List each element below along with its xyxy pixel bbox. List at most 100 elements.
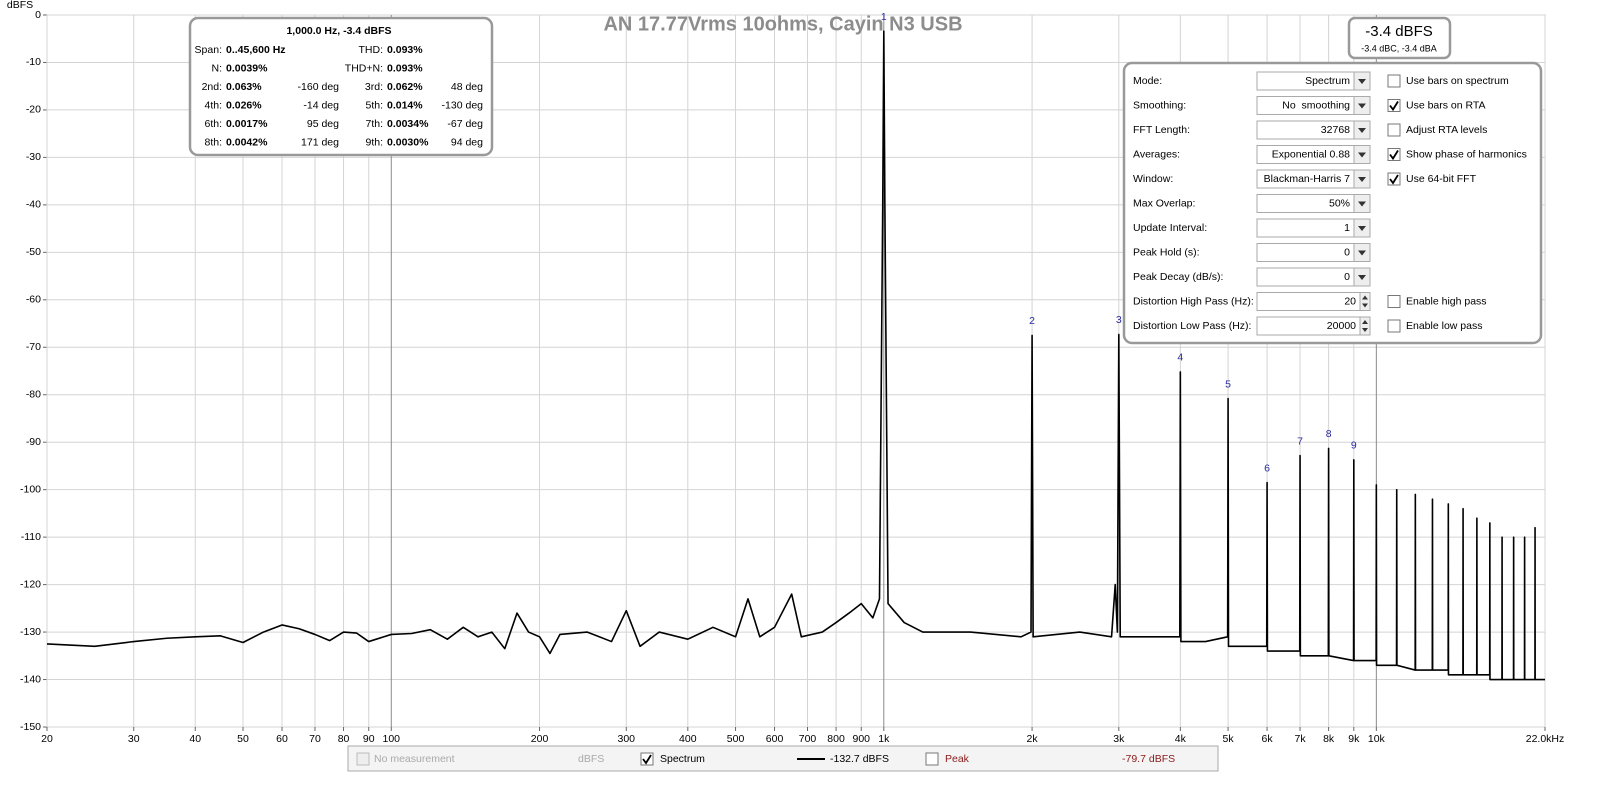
x-tick-label: 3k	[1113, 733, 1125, 745]
x-tick-label: 8k	[1323, 733, 1335, 745]
harmonic-marker: 5	[1225, 378, 1231, 390]
info-header: 1,000.0 Hz, -3.4 dBFS	[286, 25, 391, 37]
y-tick-label: -120	[20, 578, 41, 590]
harmonic-value: 0.0034%	[387, 118, 429, 130]
harmonic-label: 2nd:	[202, 81, 222, 93]
y-tick-label: -30	[26, 151, 41, 163]
dropdown-arrow	[1358, 79, 1366, 84]
setting-checkbox[interactable]	[1387, 123, 1401, 137]
spin-arrows	[1362, 320, 1368, 332]
setting-checkbox[interactable]	[1387, 319, 1401, 333]
harmonic-value: 0.063%	[226, 81, 262, 93]
dropdown-arrow	[1358, 250, 1366, 256]
y-tick-label: -140	[20, 673, 41, 685]
y-tick-label: -130	[20, 626, 41, 638]
setting-value: No smoothing	[1282, 99, 1350, 111]
setting-value: 20	[1344, 295, 1356, 307]
x-tick-label: 10k	[1368, 733, 1386, 745]
harmonic-label: 7th:	[365, 118, 383, 130]
harmonic-value: 0.0017%	[226, 118, 268, 130]
option-label: Use bars on spectrum	[1406, 75, 1509, 87]
option-label: Use 64-bit FFT	[1406, 173, 1477, 185]
dropdown-arrow	[1358, 128, 1366, 133]
y-tick-label: -60	[26, 294, 41, 306]
setting-control[interactable]	[1256, 267, 1371, 287]
setting-control[interactable]	[1256, 218, 1371, 238]
spectrum-reading: -132.7 dBFS	[830, 753, 889, 765]
spin-button[interactable]	[1359, 316, 1371, 336]
setting-value: 0	[1344, 246, 1350, 258]
setting-label: FFT Length:	[1133, 124, 1190, 136]
level-box	[1347, 16, 1452, 60]
info-value: 0..45,600 Hz	[226, 44, 286, 56]
harmonic-label: 8th:	[204, 137, 222, 149]
option-label: Enable low pass	[1406, 320, 1482, 332]
y-tick-label: -10	[26, 56, 41, 68]
harmonic-label: 5th:	[365, 99, 383, 111]
placeholder-checkbox	[356, 752, 370, 766]
harmonic-phase: 171 deg	[301, 137, 339, 149]
harmonic-phase: -67 deg	[447, 118, 483, 130]
peak-label: Peak	[945, 753, 970, 765]
setting-value: 32768	[1321, 124, 1350, 136]
harmonic-marker: 6	[1264, 462, 1270, 474]
setting-value: Spectrum	[1305, 75, 1350, 87]
x-tick-label: 2k	[1027, 733, 1039, 745]
setting-checkbox[interactable]	[1387, 99, 1401, 112]
legend-entry: Spectrum	[660, 753, 705, 765]
setting-label: Peak Decay (dB/s):	[1133, 271, 1223, 283]
y-tick-label: 0	[35, 9, 41, 21]
spectrum-line	[46, 30, 1545, 681]
spectrum-checkbox[interactable]	[640, 752, 654, 766]
level-weighted: -3.4 dBC, -3.4 dBA	[1361, 43, 1437, 53]
harmonic-phase: -130 deg	[442, 99, 484, 111]
x-tick-label: 5k	[1223, 733, 1235, 745]
harmonic-phase: 94 deg	[451, 137, 483, 149]
x-tick-label: 30	[128, 733, 140, 745]
setting-control[interactable]	[1256, 243, 1371, 262]
x-tick-label: 400	[679, 733, 697, 745]
x-tick-label: 1k	[878, 733, 890, 745]
peak-checkbox[interactable]	[925, 752, 939, 766]
spin-button[interactable]	[1359, 292, 1371, 311]
x-tick-label: 90	[363, 733, 375, 745]
setting-value: 1	[1344, 222, 1350, 234]
info-value: 0.093%	[387, 62, 423, 74]
x-tick-label: 100	[383, 733, 401, 745]
x-tick-label: 900	[853, 733, 871, 745]
setting-checkbox[interactable]	[1387, 74, 1401, 88]
info-box	[188, 16, 494, 157]
y-tick-label: -90	[26, 436, 41, 448]
setting-checkbox[interactable]	[1387, 295, 1401, 308]
setting-checkbox[interactable]	[1387, 172, 1401, 186]
x-tick-label: 800	[827, 733, 845, 745]
info-value: 0.093%	[387, 44, 423, 56]
setting-label: Smoothing:	[1133, 99, 1186, 111]
harmonic-value: 0.0030%	[387, 137, 429, 149]
y-tick-label: -40	[26, 199, 41, 211]
chart-title: AN 17.77Vrms 10ohms, Cayin N3 USB	[603, 13, 962, 35]
setting-control[interactable]	[1256, 120, 1371, 140]
setting-value: 20000	[1327, 320, 1356, 332]
info-label: THD+N:	[345, 62, 383, 74]
x-tick-label: 200	[531, 733, 549, 745]
setting-label: Update Interval:	[1133, 222, 1207, 234]
x-tick-label: 7k	[1295, 733, 1307, 745]
setting-checkbox[interactable]	[1387, 148, 1401, 161]
dropdown-arrow	[1358, 226, 1366, 231]
info-label: THD:	[359, 44, 384, 56]
dropdown-arrow	[1358, 201, 1366, 207]
setting-label: Distortion High Pass (Hz):	[1133, 295, 1254, 307]
x-tick-label: 60	[276, 733, 288, 745]
x-tick-label: 700	[799, 733, 817, 745]
x-tick-label: 600	[766, 733, 784, 745]
option-label: Use bars on RTA	[1406, 99, 1486, 111]
x-tick-label: 6k	[1262, 733, 1274, 745]
setting-label: Max Overlap:	[1133, 197, 1195, 209]
x-tick-label: 500	[727, 733, 745, 745]
setting-value: 50%	[1329, 197, 1350, 209]
harmonic-marker: 7	[1297, 435, 1303, 447]
x-tick-label: 9k	[1348, 733, 1360, 745]
check-mark	[1389, 101, 1399, 112]
setting-control[interactable]	[1256, 194, 1371, 213]
